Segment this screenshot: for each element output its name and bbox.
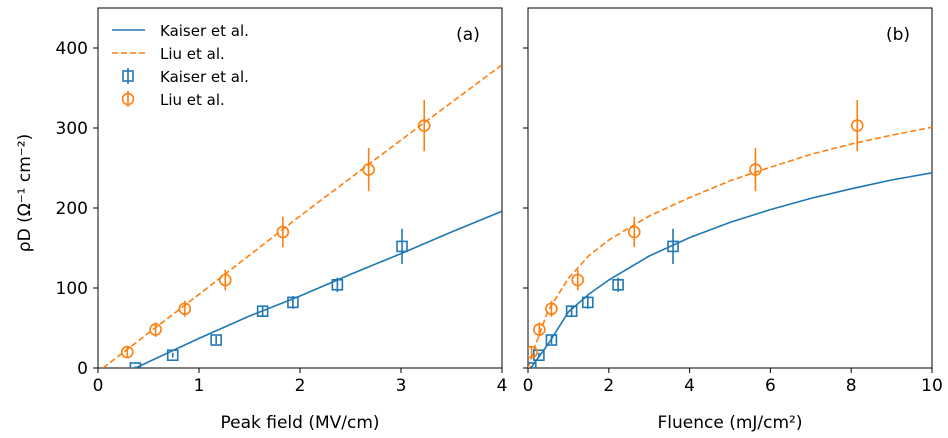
data-point-kaiser [667,240,679,253]
data-point-kaiser [545,334,558,346]
data-point-kaiser [565,305,578,318]
x-tick-label-b: 10 [921,376,943,396]
plot-area-a [102,64,502,368]
panel-a: 0 1 2 3 4 0 100 200 300 400 [56,7,508,396]
data-point-kaiser [331,278,344,291]
data-point-liu [149,323,162,336]
data-point-liu [528,345,538,359]
panel-label-a: (a) [456,25,480,45]
data-point-liu [571,273,584,287]
data-point-kaiser [528,362,537,368]
data-point-liu [850,119,864,132]
data-point-liu [218,273,232,287]
legend-label: Liu et al. [160,45,225,63]
data-point-kaiser [612,278,624,291]
y-tick-label: 200 [56,199,88,219]
x-tick-label-a: 4 [497,376,508,396]
data-point-kaiser [129,362,142,368]
fit-line-liu [102,64,502,368]
data-point-liu [417,119,431,132]
data-point-kaiser [210,334,222,346]
data-point-liu [120,345,134,359]
data-point-liu [627,225,641,239]
data-point-kaiser [581,296,594,309]
data-point-kaiser [166,349,179,362]
x-axis-label-a: Peak field (MV/cm) [220,413,379,433]
data-point-liu [362,163,375,176]
data-point-liu [545,302,558,316]
plot-frame-b [527,7,933,369]
y-tick-label: 400 [56,39,88,59]
panel-label-b: (b) [886,25,910,45]
panel-b: 0 2 4 6 8 10 [523,7,943,396]
data-point-kaiser [396,240,408,253]
x-tick-label-a: 0 [93,376,104,396]
x-tick-label-a: 1 [194,376,205,396]
y-tick-label: 0 [77,359,88,379]
plot-frame-a [97,7,503,369]
x-tick-label-a: 3 [396,376,407,396]
x-tick-label-b: 0 [523,376,534,396]
y-tick-label: 100 [56,279,88,299]
fit-line-kaiser [135,210,502,368]
legend-swatch-circle [121,92,135,106]
legend-label: Kaiser et al. [160,68,249,86]
x-tick-label-b: 8 [846,376,857,396]
x-axis-label-b: Fluence (mJ/cm²) [657,413,802,433]
x-tick-label-b: 6 [765,376,776,396]
y-axis-label: ρD (Ω⁻¹ cm⁻²) [15,134,35,252]
plot-area-b [528,100,932,368]
x-tick-label-a: 2 [295,376,306,396]
data-point-liu [178,302,192,316]
data-point-liu [749,163,762,176]
data-point-kaiser [256,305,269,318]
legend-swatch-square [122,70,134,82]
data-point-kaiser [287,296,299,309]
fit-line-liu [528,126,932,368]
legend: Kaiser et al. Liu et al. Kaiser et al. Liu … [112,22,249,109]
legend-label: Kaiser et al. [160,22,249,40]
y-tick-label: 300 [56,119,88,139]
data-point-kaiser [533,349,545,362]
data-point-liu [276,225,290,239]
x-tick-label-b: 4 [684,376,695,396]
x-tick-label-b: 2 [603,376,614,396]
fit-line-kaiser [530,172,932,368]
legend-label: Liu et al. [160,91,225,109]
data-point-liu [533,323,546,336]
